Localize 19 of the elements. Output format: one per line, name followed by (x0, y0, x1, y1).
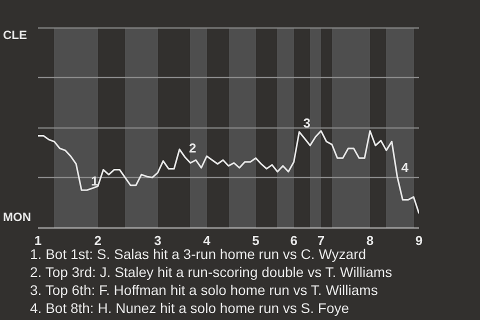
x-tick-label: 1 (34, 233, 42, 248)
text: 3. Top 6th: F. Hoffman hit a solo home run vs T. Williams (30, 281, 379, 299)
annotation: 4 (401, 160, 410, 176)
x-tick-label: 5 (252, 233, 260, 248)
annotation: 3 (303, 115, 310, 130)
x-tick-label: 4 (203, 233, 212, 248)
text: 4. Bot 8th: H. Nunez hit a solo home run vs S. Foye (30, 299, 350, 317)
x-tick-label: 8 (366, 233, 374, 248)
x-tick-label: 7 (317, 233, 325, 248)
annotation: 2 (188, 140, 196, 156)
text: 2. Top 3rd: J. Staley hit a run-scoring double vs T. Williams (30, 263, 392, 281)
annotation: 1 (90, 174, 98, 189)
text: CLE (3, 28, 27, 42)
x-tick-label: 9 (415, 233, 423, 248)
x-tick-label: 6 (290, 233, 298, 248)
text: MON (3, 210, 31, 224)
text: 1. Bot 1st: S. Salas hit a 3-run home run vs C. Wyzard (30, 246, 366, 262)
x-tick-label: 2 (94, 233, 102, 248)
x-tick-label: 3 (154, 233, 162, 248)
